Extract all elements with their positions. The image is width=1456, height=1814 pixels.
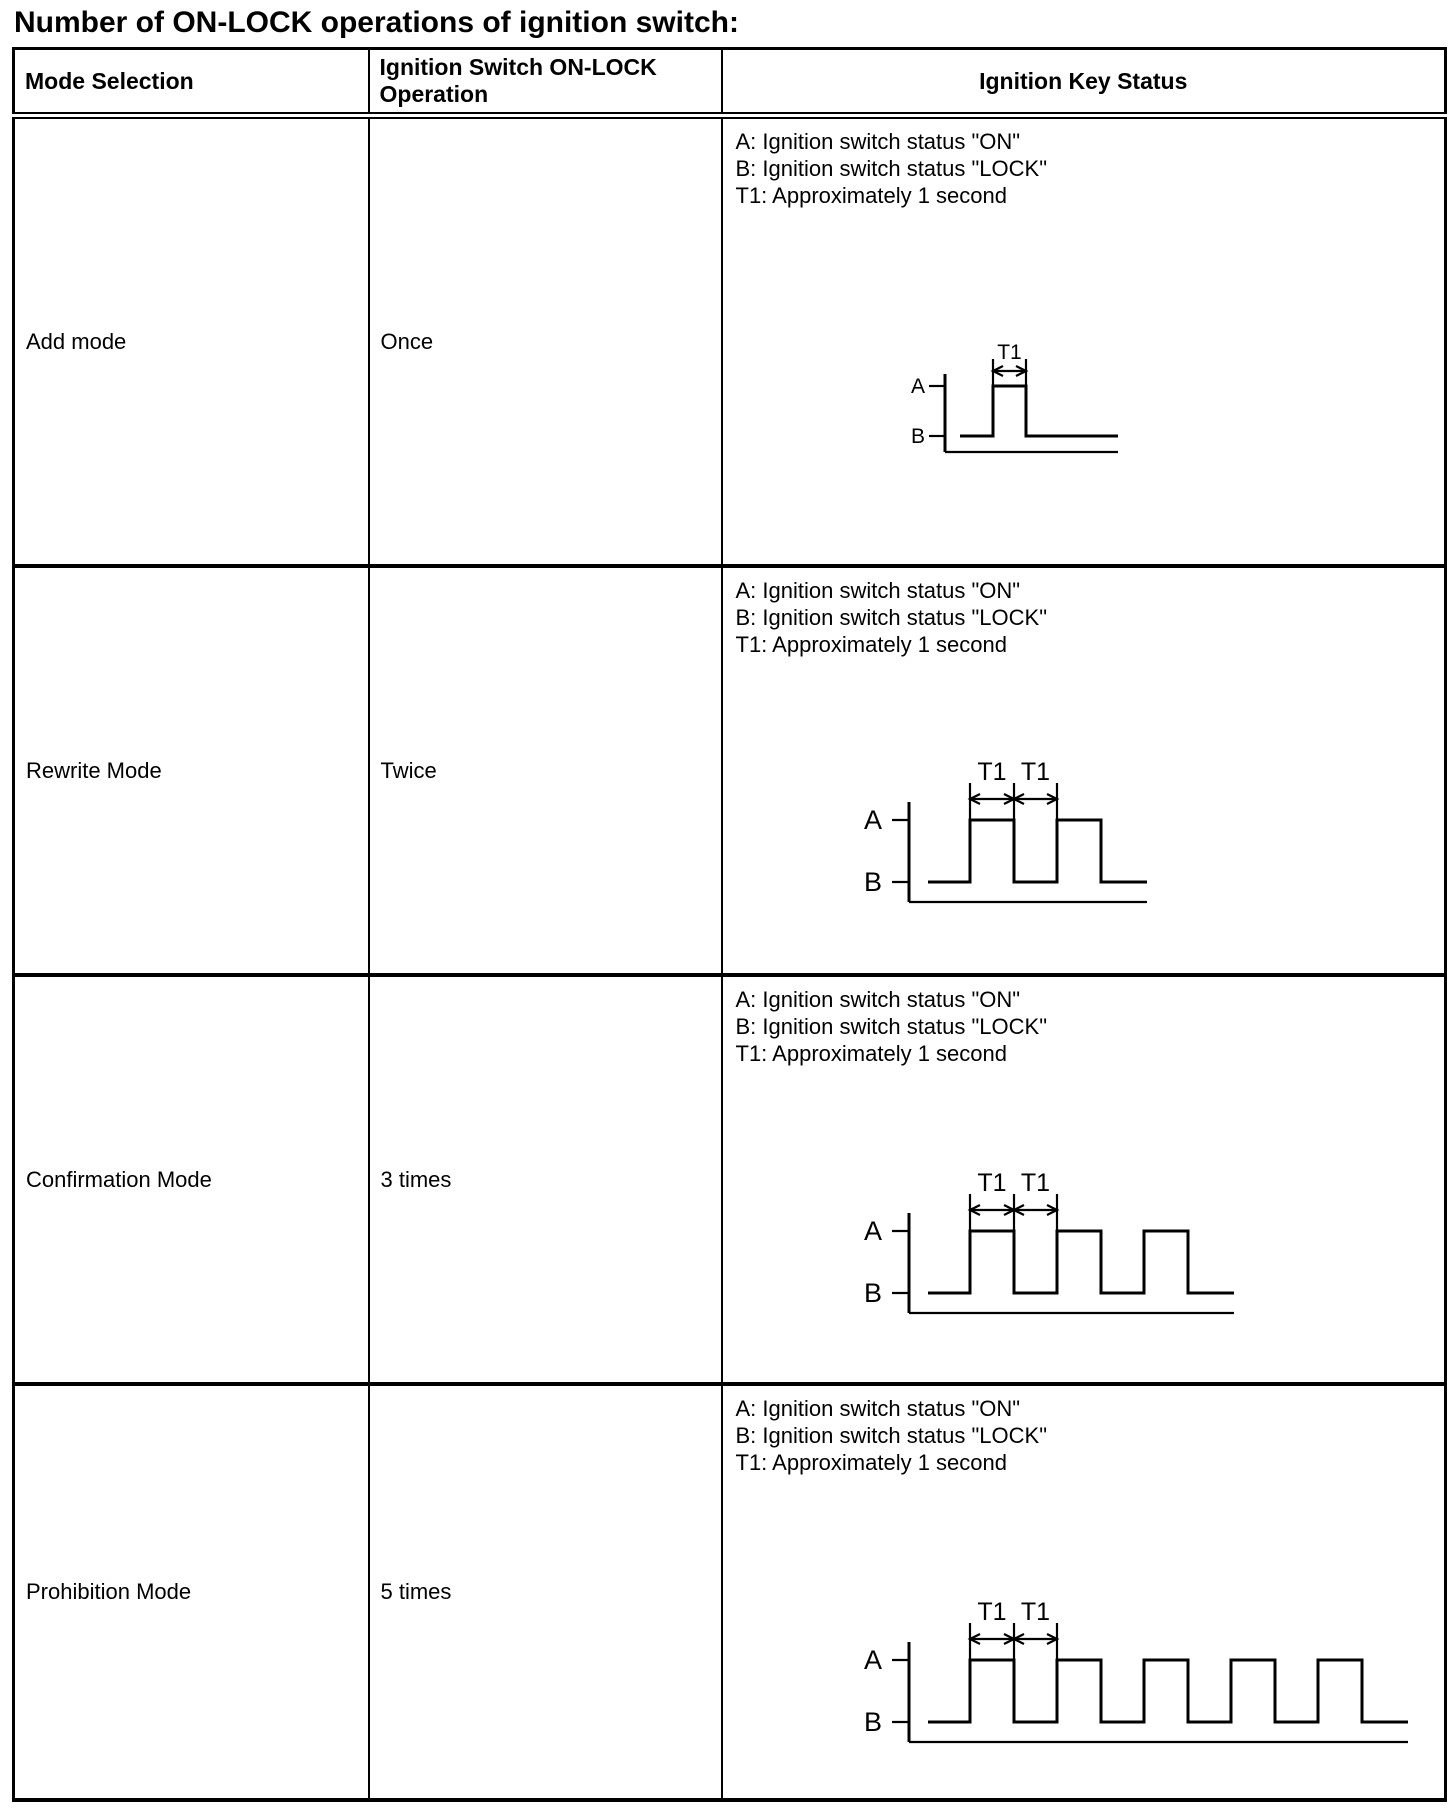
legend-line-b: B: Ignition switch status "LOCK": [735, 156, 1048, 181]
legend-line-b: B: Ignition switch status "LOCK": [735, 1014, 1048, 1039]
svg-text:B: B: [910, 425, 924, 448]
ignition-operations-table: Mode Selection Ignition Switch ON-LOCK O…: [12, 47, 1447, 1802]
mode-label: Confirmation Mode: [26, 1166, 212, 1192]
operation-count-label: Once: [380, 328, 434, 354]
operation-count-label: Twice: [380, 757, 437, 783]
table-row-prohibition-mode: Prohibition Mode 5 times A: Ignition swi…: [12, 1382, 1447, 1801]
waveform-diagram: A B T1 T1: [848, 1169, 1240, 1321]
table-row-rewrite-mode: Rewrite Mode Twice A: Ignition switch st…: [12, 564, 1447, 976]
pulse-train-svg: A B T1 T1: [863, 1169, 1234, 1315]
svg-text:B: B: [863, 867, 881, 897]
waveform-legend: A: Ignition switch status "ON" B: Igniti…: [723, 568, 1445, 658]
legend-line-t1: T1: Approximately 1 second: [735, 1450, 1007, 1475]
table-header-row: Mode Selection Ignition Switch ON-LOCK O…: [12, 47, 1447, 119]
svg-text:A: A: [863, 805, 881, 835]
svg-text:T1: T1: [977, 758, 1006, 786]
table-row-add-mode: Add mode Once A: Ignition switch status …: [12, 113, 1447, 567]
legend-line-t1: T1: Approximately 1 second: [735, 632, 1007, 657]
svg-text:T1: T1: [997, 341, 1022, 364]
operation-count-label: 3 times: [380, 1166, 452, 1192]
svg-text:T1: T1: [977, 1598, 1006, 1626]
waveform-diagram: A B T1 T1: [848, 1598, 1414, 1750]
mode-label: Add mode: [26, 328, 127, 354]
mode-label: Rewrite Mode: [26, 757, 162, 783]
waveform-legend: A: Ignition switch status "ON" B: Igniti…: [723, 1386, 1445, 1476]
header-ignition-switch-on-lock-operation: Ignition Switch ON-LOCK Operation: [367, 47, 723, 119]
svg-text:A: A: [863, 1645, 881, 1675]
svg-text:A: A: [910, 375, 924, 398]
svg-text:T1: T1: [977, 1169, 1006, 1197]
svg-text:A: A: [863, 1216, 881, 1246]
waveform-legend: A: Ignition switch status "ON" B: Igniti…: [723, 977, 1445, 1067]
svg-text:T1: T1: [1020, 1169, 1049, 1197]
waveform-legend: A: Ignition switch status "ON" B: Igniti…: [723, 119, 1445, 209]
mode-label: Prohibition Mode: [26, 1579, 192, 1604]
pulse-train-svg: A B T1: [910, 341, 1118, 454]
header-mode-selection: Mode Selection: [12, 47, 370, 119]
svg-text:T1: T1: [1020, 1598, 1049, 1626]
pulse-train-svg: A B T1 T1: [863, 1598, 1408, 1744]
legend-line-b: B: Ignition switch status "LOCK": [735, 1423, 1048, 1448]
legend-line-b: B: Ignition switch status "LOCK": [735, 605, 1048, 630]
svg-text:B: B: [863, 1707, 881, 1737]
header-ignition-key-status: Ignition Key Status: [720, 47, 1447, 119]
legend-line-a: A: Ignition switch status "ON": [735, 1396, 1021, 1421]
legend-line-a: A: Ignition switch status "ON": [735, 578, 1021, 603]
waveform-diagram: A B T1 T1: [848, 758, 1153, 910]
legend-line-a: A: Ignition switch status "ON": [735, 987, 1021, 1012]
legend-line-t1: T1: Approximately 1 second: [735, 1041, 1007, 1066]
legend-line-t1: T1: Approximately 1 second: [735, 183, 1007, 208]
table-row-confirmation-mode: Confirmation Mode 3 times A: Ignition sw…: [12, 973, 1447, 1385]
waveform-diagram: A B T1: [899, 337, 1124, 461]
page-title: Number of ON-LOCK operations of ignition…: [14, 6, 739, 39]
pulse-train-svg: A B T1 T1: [863, 758, 1147, 904]
svg-text:T1: T1: [1020, 758, 1049, 786]
svg-text:B: B: [863, 1278, 881, 1308]
legend-line-a: A: Ignition switch status "ON": [735, 129, 1021, 154]
operation-count-label: 5 times: [380, 1579, 452, 1604]
